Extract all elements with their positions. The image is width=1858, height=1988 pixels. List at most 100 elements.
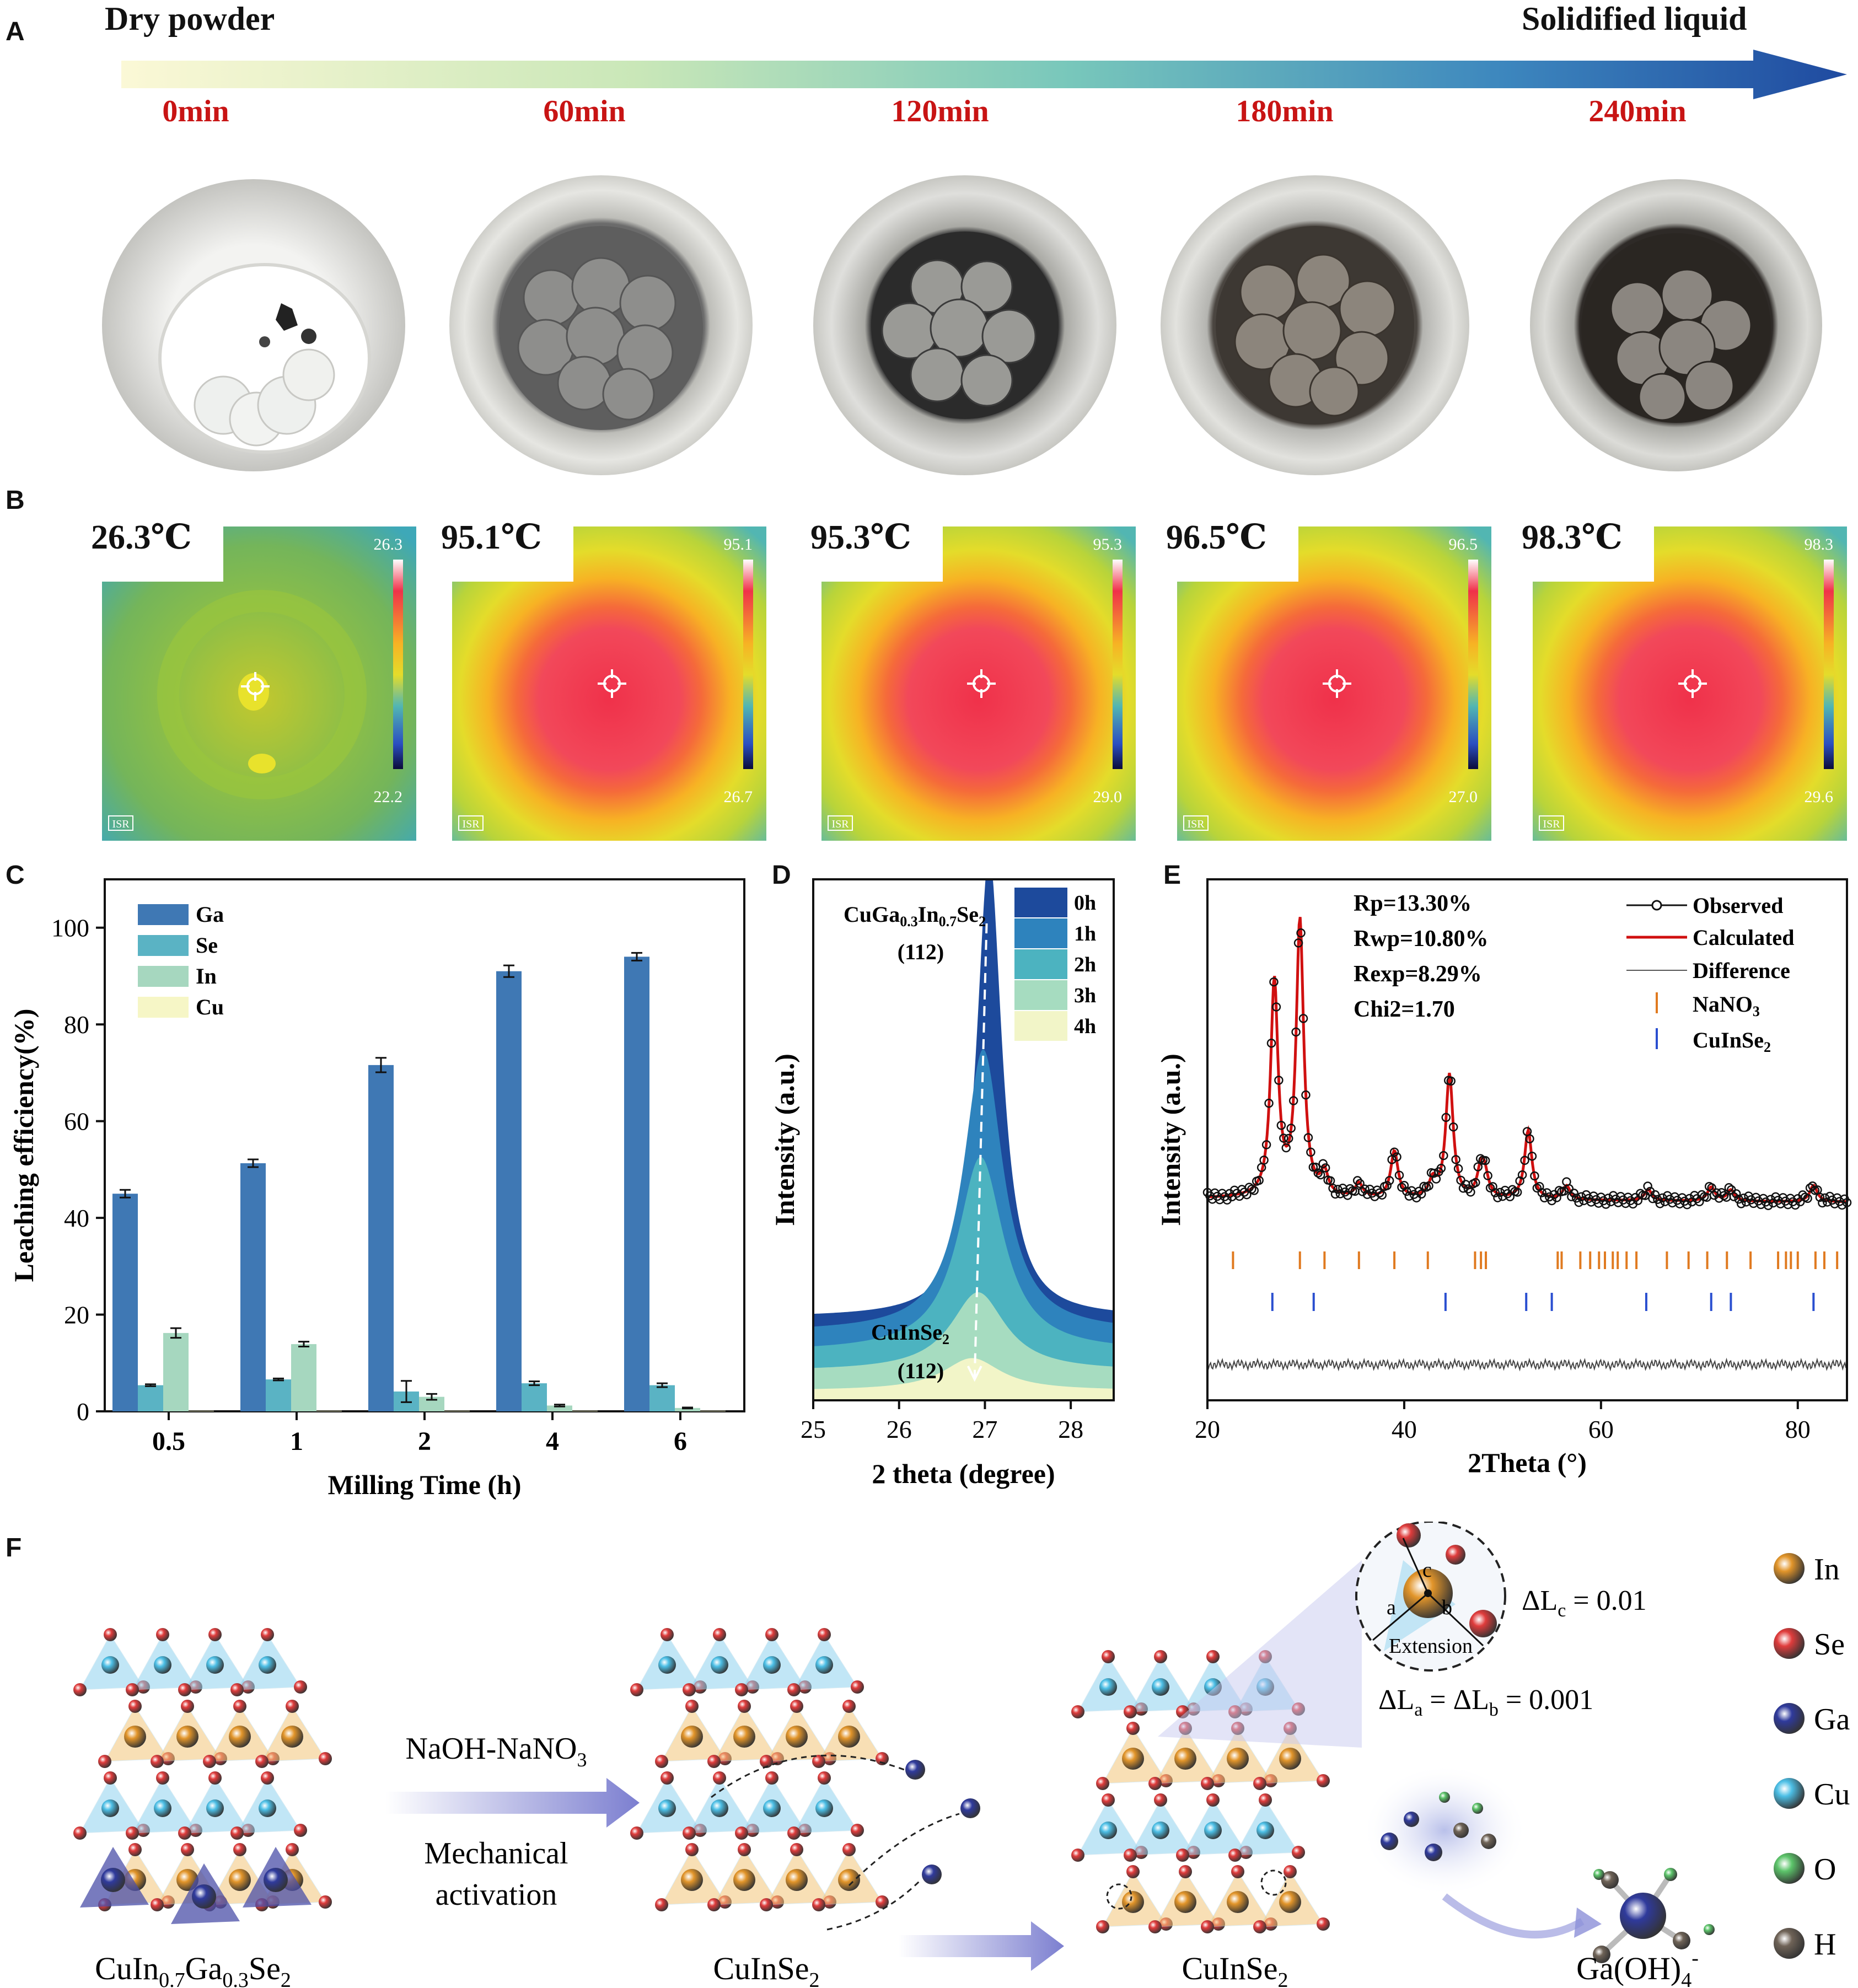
observed-point (1453, 1164, 1463, 1174)
legend-element-cu: Cu (1814, 1777, 1850, 1812)
legend-swatch (1014, 1011, 1067, 1041)
atom-o (1472, 1803, 1483, 1814)
atom-se (1176, 1849, 1189, 1862)
atom-se (818, 1771, 831, 1785)
panel-label-e: E (1163, 861, 1182, 890)
annotation-top-hkl: (112) (898, 939, 944, 964)
atom-se (1126, 1722, 1140, 1735)
atom-ga (192, 1884, 216, 1909)
observed-point (1473, 1162, 1483, 1172)
atom-in (1174, 1891, 1196, 1913)
observed-point (1261, 1140, 1271, 1149)
atom-in (1227, 1748, 1249, 1770)
atom-cu (711, 1799, 728, 1817)
error-bar (426, 1393, 437, 1401)
x-tick-label: 80 (1785, 1415, 1811, 1443)
atom-cu (101, 1656, 119, 1674)
diffusion-path (711, 1754, 905, 1798)
observed-point (1414, 1186, 1424, 1196)
atom-in (1774, 1553, 1805, 1584)
atom-cu (658, 1656, 676, 1674)
observed-point (1471, 1178, 1480, 1188)
observed-point (1441, 1113, 1451, 1122)
atom-cu (1204, 1822, 1222, 1839)
atom-ga (1381, 1833, 1398, 1850)
observed-point (1424, 1181, 1433, 1191)
panel-f-mechanism: NaOH-NaNO3 Mechanical activation c a b Extensi… (73, 1522, 1850, 1988)
temperature-label: 98.3℃ (1516, 504, 1654, 582)
scale-min-value: 29.6 (1805, 788, 1834, 806)
atom-se (1231, 1865, 1244, 1878)
y-tick-label: 0 (77, 1398, 89, 1426)
atom-se (787, 1683, 801, 1696)
observed-point (1328, 1184, 1338, 1193)
atom-cu (1152, 1822, 1169, 1839)
atom-cu (206, 1799, 224, 1817)
observed-point (1311, 1162, 1320, 1172)
x-axis-label: 2Theta (°) (1468, 1447, 1587, 1478)
x-tick-label: 20 (1195, 1415, 1220, 1443)
scale-max-value: 26.3 (374, 535, 403, 554)
atom-se (1148, 1777, 1162, 1790)
observed-point (1446, 1076, 1456, 1086)
process-label-line2: activation (436, 1878, 557, 1912)
legend-element-se: Se (1814, 1627, 1845, 1662)
bar-ga (112, 1194, 138, 1411)
legend-label: In (196, 964, 217, 988)
legend-swatch (1014, 949, 1067, 979)
atom-se (1259, 1793, 1272, 1807)
legend-nano3-label: NaNO3 (1693, 992, 1760, 1019)
atom-se (261, 1771, 274, 1785)
atom-se (286, 1843, 299, 1856)
isr-badge-text: ISR (1543, 818, 1560, 830)
isr-badge (458, 815, 484, 831)
observed-point (1392, 1152, 1401, 1162)
x-tick-label: 60 (1588, 1415, 1614, 1443)
observed-point (1266, 1038, 1276, 1048)
atom-cu (1256, 1822, 1274, 1839)
legend-swatch (138, 904, 189, 925)
observed-point (1564, 1184, 1574, 1194)
observed-point (1249, 1186, 1259, 1195)
atom-se (655, 1898, 668, 1911)
atom-se (876, 1752, 889, 1765)
bar-in (547, 1405, 572, 1411)
observed-point (1384, 1176, 1394, 1185)
observed-point (1375, 1188, 1384, 1197)
atom-se (319, 1752, 332, 1765)
observed-point (1527, 1151, 1537, 1161)
atom-se (1317, 1774, 1330, 1787)
atom-se (203, 1755, 216, 1768)
x-tick-label: 6 (674, 1427, 687, 1456)
observed-point (1269, 977, 1279, 987)
observed-point (1281, 1143, 1291, 1153)
legend-label: 0h (1074, 891, 1096, 915)
atom-se (1201, 1777, 1214, 1790)
atom-se (683, 1826, 696, 1840)
atom-se (104, 1771, 117, 1785)
molecule-glow (1362, 1764, 1527, 1896)
scale-min-value: 29.0 (1093, 788, 1123, 806)
legend-label: 1h (1074, 922, 1096, 945)
process-arrow (386, 1778, 640, 1828)
legend-observed-marker (1651, 900, 1662, 911)
atom-cu (658, 1799, 676, 1817)
atom-se (178, 1826, 191, 1840)
observed-point (1355, 1179, 1365, 1188)
atom-se (151, 1898, 164, 1911)
scale-min-value: 26.7 (724, 788, 753, 806)
atom-in (229, 1726, 251, 1748)
chart-d-xrd: 25 26 27 282 theta (degree) Intensity (a.u.)… (769, 878, 1115, 1489)
atom-cu (259, 1799, 276, 1817)
bar-ga (240, 1163, 266, 1411)
diffusion-path (848, 1813, 960, 1887)
observed-point (1377, 1190, 1387, 1200)
observed-point (1451, 1155, 1460, 1164)
fit-statistic: Rexp=8.29% (1354, 961, 1482, 987)
atom-h (1593, 1946, 1610, 1963)
atom-cu (1099, 1822, 1117, 1839)
observed-point (1254, 1175, 1264, 1185)
annotation-top: CuGa0.3In0.7Se2 (844, 902, 986, 929)
atom-se (1148, 1920, 1162, 1933)
error-bar (120, 1189, 131, 1199)
